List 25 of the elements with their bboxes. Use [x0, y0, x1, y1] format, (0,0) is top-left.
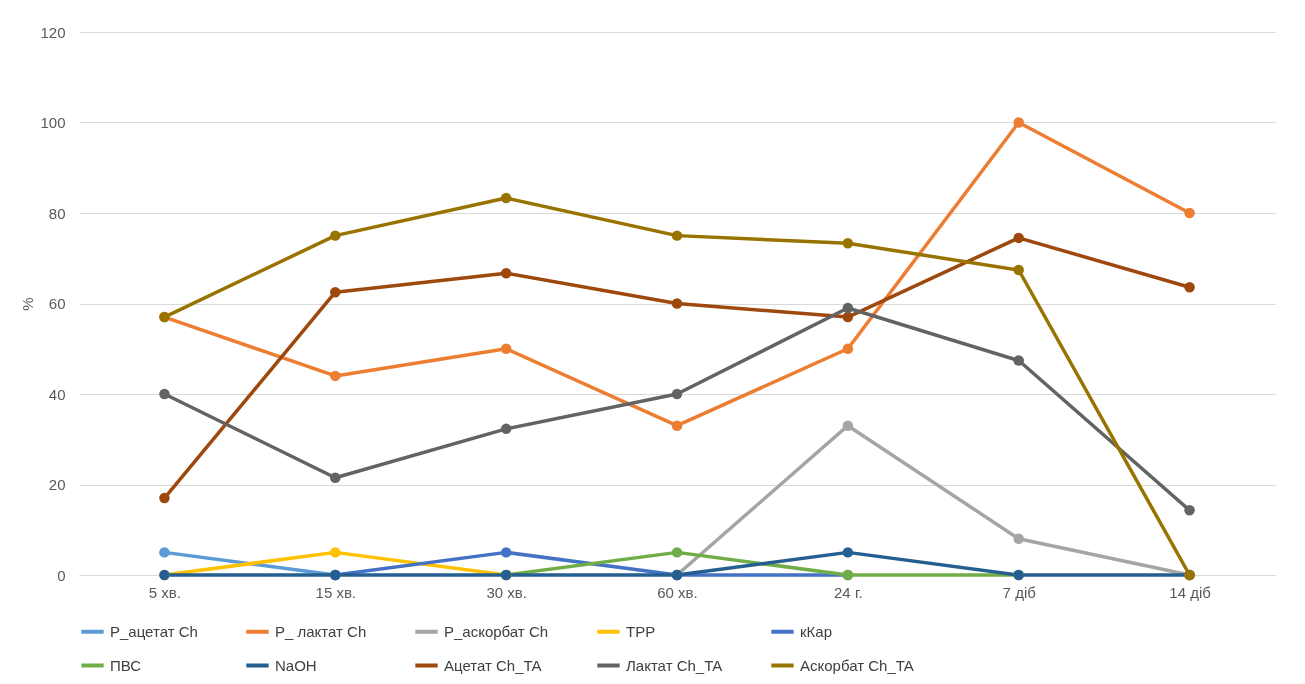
- legend-label: Ацетат Ch_TA: [444, 656, 542, 674]
- y-tick-label: 0: [57, 566, 66, 584]
- y-tick-label: 120: [40, 23, 66, 41]
- y-tick-label: 100: [40, 114, 66, 131]
- legend-label: Аскорбат Ch_TA: [800, 656, 914, 674]
- legend-label: кКар: [800, 622, 832, 640]
- legend-label: P_ лактат Ch: [275, 622, 367, 640]
- legend-label: P_ацетат Ch: [110, 622, 198, 640]
- legend-label: Лактат Ch_TA: [626, 656, 723, 674]
- y-tick-label: 20: [48, 476, 66, 493]
- x-tick-label: 60 хв.: [657, 583, 698, 601]
- x-tick-label: 30 хв.: [486, 583, 527, 601]
- y-axis-title: %: [19, 297, 37, 311]
- y-tick-label: 80: [48, 204, 66, 222]
- legend-label: P_аскорбат Ch: [444, 622, 549, 640]
- x-tick-label: 24 г.: [834, 583, 863, 601]
- legend-label: ПВС: [110, 656, 142, 674]
- y-tick-label: 60: [48, 295, 66, 312]
- x-tick-label: 5 хв.: [148, 583, 182, 601]
- x-tick-label: 7 діб: [1002, 583, 1036, 601]
- legend-label: NaOH: [275, 656, 317, 674]
- y-tick-label: 40: [48, 385, 66, 403]
- x-tick-label: 15 хв.: [315, 583, 357, 601]
- x-tick-label: 14 діб: [1169, 583, 1211, 601]
- legend-label: TPP: [626, 622, 656, 640]
